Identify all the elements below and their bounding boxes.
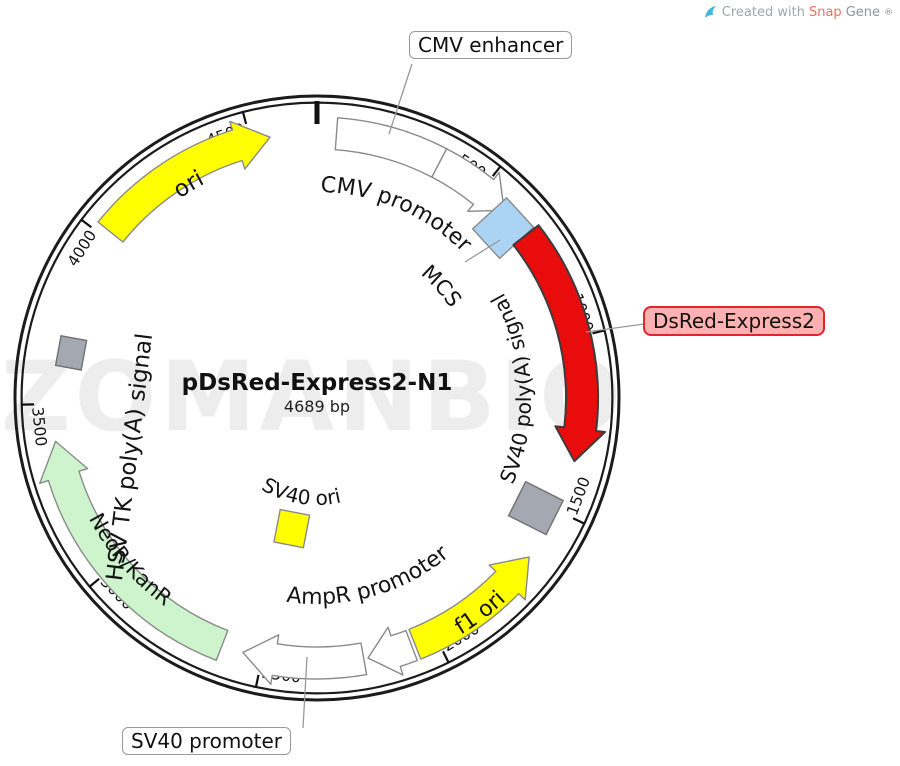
- dsred-pointer: [585, 323, 645, 333]
- plasmid-title-block: pDsRed-Express2-N1 4689 bp: [182, 370, 453, 416]
- tick-1000: [592, 329, 606, 335]
- hsv-tk-poly-a-signal-label: HSV TK poly(A) signal: [102, 332, 158, 582]
- mcs-curved-label: MCS: [417, 260, 466, 311]
- plasmid-name: pDsRed-Express2-N1: [181, 370, 453, 396]
- sv40-poly-a-signal-curved-label: SV40 poly(A) signal: [486, 290, 536, 487]
- credit-snap: Snap: [808, 5, 842, 20]
- ampr-promoter-curved-label: AmpR promoter: [285, 540, 454, 610]
- tick-3000: [88, 577, 100, 588]
- tick-500: [491, 165, 502, 177]
- dsred-express2-label: DsRed-Express2: [643, 306, 825, 336]
- credit-registered-mark: ®: [884, 7, 893, 18]
- credit-prefix: Created with: [721, 5, 805, 20]
- tick-2500: [254, 674, 260, 688]
- ampr-promoter-arrow: [367, 626, 418, 676]
- sv40-promoter-label: SV40 promoter: [122, 727, 291, 755]
- snapgene-credit: Created with Snap Gene ®: [703, 5, 893, 20]
- plasmid-size: 4689 bp: [283, 397, 351, 416]
- sv40-poly-a-signal-box: [507, 480, 565, 536]
- tick-2000: [442, 650, 450, 664]
- sv40-promoter-arrow: [242, 634, 368, 685]
- ori-arrow: [97, 120, 271, 243]
- snapgene-icon: [704, 6, 716, 18]
- cmv-enhancer-pointer: [388, 63, 413, 135]
- sv40-ori-box: [273, 508, 311, 549]
- mcs-pointer: [464, 239, 501, 263]
- tick-label-3500: 3500: [28, 406, 50, 447]
- dsred-express2-arrow: [512, 224, 606, 463]
- tick-4000: [80, 218, 92, 229]
- neor-kanr-arrow: [39, 440, 229, 661]
- tick-4500: [241, 111, 248, 125]
- plasmid-outer-ring: [13, 94, 621, 702]
- cmv-enhancer-label: CMV enhancer: [409, 31, 573, 59]
- f1-ori-arrow: [408, 556, 530, 660]
- watermark-text: ZOMANBIO: [1, 341, 625, 453]
- tick-1500: [572, 517, 586, 525]
- hsv-tk-poly-a-signal-box: [54, 334, 88, 371]
- sv40-ori-curved-label: SV40 ori: [258, 472, 343, 510]
- tick-label-4000: 4000: [64, 227, 100, 270]
- credit-gene: Gene: [845, 5, 880, 20]
- sv40-promoter-pointer: [302, 656, 308, 729]
